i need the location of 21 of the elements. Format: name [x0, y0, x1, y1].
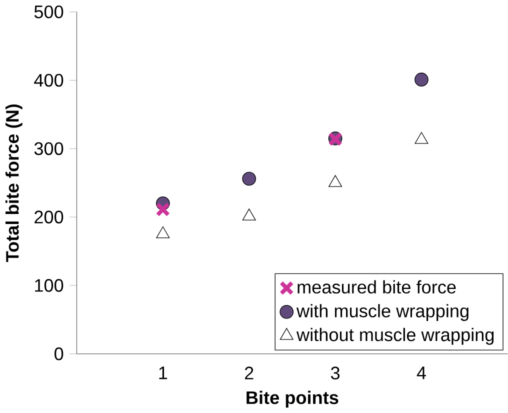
- y-tick-label: 500: [34, 5, 64, 18]
- y-tick-label: 400: [34, 74, 64, 87]
- y-tick-label: 200: [34, 210, 64, 224]
- point: [156, 226, 170, 238]
- x-tick-label: 2: [244, 366, 254, 380]
- y-tick-label: 0: [54, 347, 64, 360]
- x-axis-title: Bite points: [246, 390, 338, 408]
- x-tick-label: 4: [416, 366, 426, 380]
- y-tick-label: 100: [35, 278, 64, 292]
- point: [328, 175, 342, 187]
- x-tick-label: 3: [330, 366, 340, 380]
- y-axis-title: Total bite force (N): [5, 104, 22, 262]
- legend-label: without muscle wrapping: [296, 328, 494, 345]
- y-tick-label: 300: [34, 142, 64, 155]
- point: [242, 172, 256, 186]
- x-tick-label: 1: [159, 366, 168, 380]
- point: [414, 72, 428, 86]
- legend-label: measured bite force: [298, 280, 456, 294]
- legend-label: with muscle wrapping: [296, 304, 468, 321]
- point: [156, 202, 170, 217]
- point: [242, 208, 256, 220]
